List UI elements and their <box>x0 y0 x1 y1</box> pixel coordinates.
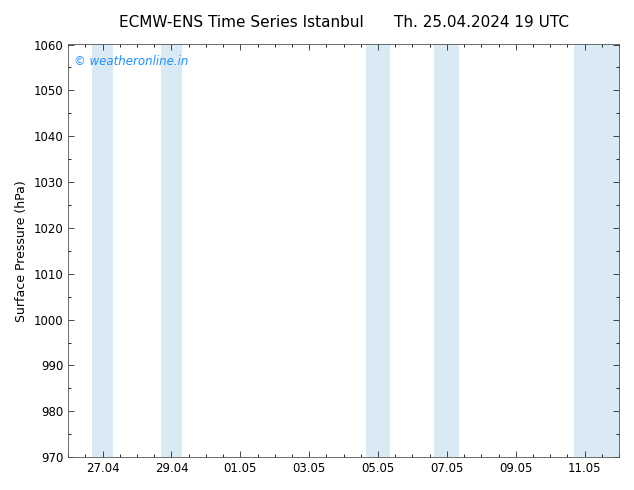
Y-axis label: Surface Pressure (hPa): Surface Pressure (hPa) <box>15 180 28 322</box>
Text: Th. 25.04.2024 19 UTC: Th. 25.04.2024 19 UTC <box>394 15 569 30</box>
Text: ECMW-ENS Time Series Istanbul: ECMW-ENS Time Series Istanbul <box>119 15 363 30</box>
Bar <box>434 45 459 457</box>
Text: © weatheronline.in: © weatheronline.in <box>74 55 188 68</box>
Bar <box>366 45 391 457</box>
Bar <box>574 45 619 457</box>
Bar <box>93 45 113 457</box>
Bar <box>161 45 182 457</box>
